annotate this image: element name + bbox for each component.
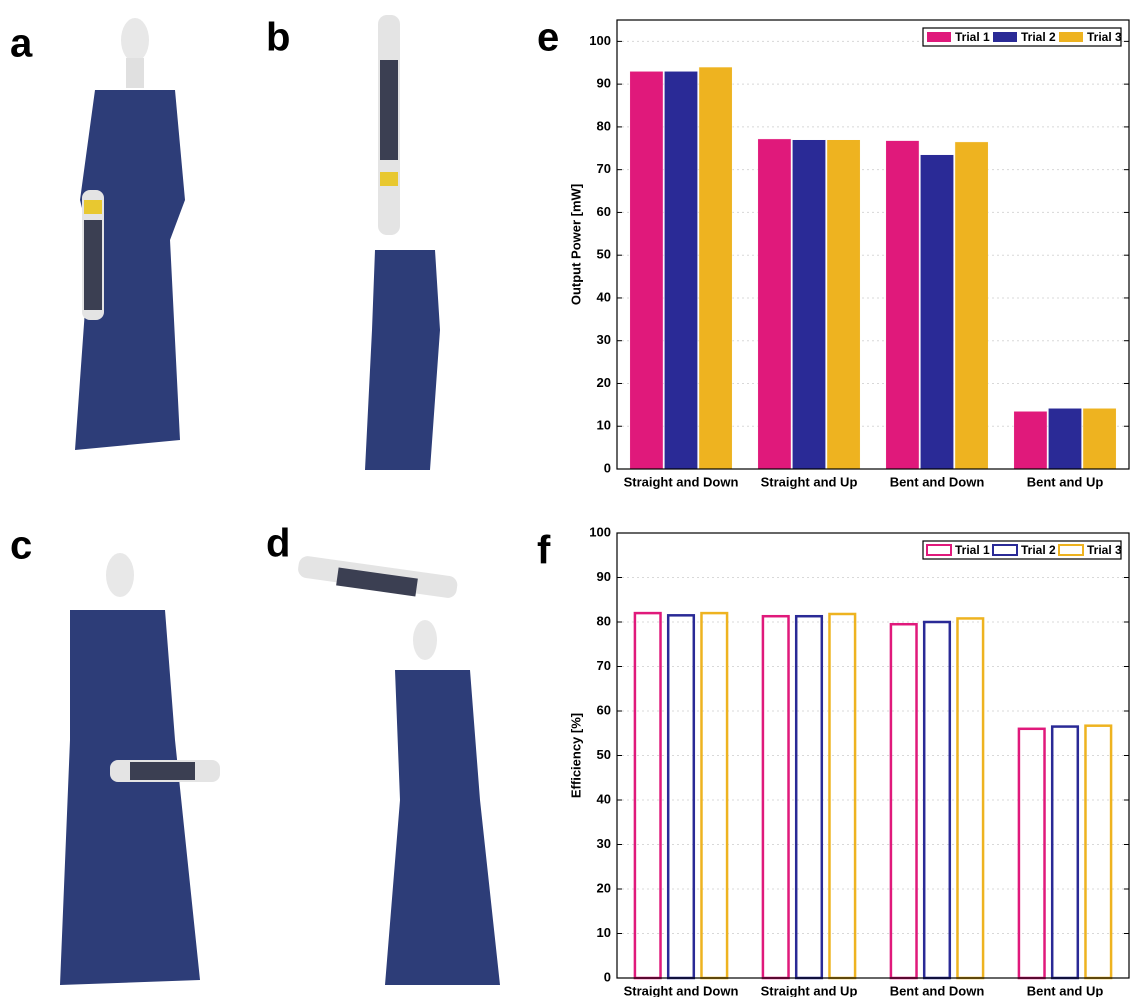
y-tick-label: 20 <box>597 375 611 390</box>
bar <box>698 66 733 470</box>
legend-label: Trial 1 <box>955 543 990 557</box>
y-tick-label: 70 <box>597 161 611 176</box>
photo-b <box>365 15 440 470</box>
bar <box>1084 724 1113 980</box>
legend-label: Trial 2 <box>1021 543 1056 557</box>
legend-swatch <box>1058 544 1084 556</box>
x-tick-label: Straight and Down <box>624 983 739 997</box>
panel-label: c <box>10 524 32 568</box>
legend-label: Trial 3 <box>1087 30 1122 44</box>
x-tick-label: Straight and Up <box>761 983 858 997</box>
y-tick-label: 30 <box>597 836 611 851</box>
bar <box>761 614 790 980</box>
bar <box>1017 727 1046 980</box>
y-tick-label: 0 <box>604 460 611 475</box>
legend-swatch <box>992 544 1018 556</box>
y-tick-label: 60 <box>597 702 611 717</box>
bar <box>666 614 696 980</box>
bar <box>826 139 861 470</box>
bar <box>1013 411 1048 470</box>
panel-label: e <box>537 16 559 60</box>
legend-swatch <box>1059 32 1083 42</box>
y-tick-label: 40 <box>597 791 611 806</box>
y-tick-label: 30 <box>597 332 611 347</box>
bar <box>885 140 920 470</box>
photo-c <box>60 553 220 985</box>
bar <box>1050 725 1080 980</box>
y-tick-label: 0 <box>604 969 611 984</box>
bar <box>1048 408 1082 470</box>
y-tick-label: 50 <box>597 747 611 762</box>
y-tick-label: 90 <box>597 569 611 584</box>
plot-frame <box>616 532 1130 979</box>
bar <box>664 71 698 470</box>
y-tick-label: 90 <box>597 76 611 91</box>
y-axis-label: Output Power [mW] <box>568 184 583 305</box>
x-tick-label: Bent and Up <box>1027 474 1104 489</box>
y-axis-label: Efficiency [%] <box>568 713 583 798</box>
panel-label: b <box>266 16 290 60</box>
panel-label: a <box>10 22 33 66</box>
bar <box>633 611 662 980</box>
legend-swatch <box>927 32 951 42</box>
y-tick-label: 10 <box>597 418 611 433</box>
bar <box>889 622 918 980</box>
x-tick-label: Straight and Up <box>761 474 858 489</box>
panel-label: d <box>266 522 290 566</box>
y-tick-label: 40 <box>597 289 611 304</box>
x-tick-label: Bent and Up <box>1027 983 1104 997</box>
panel-label: f <box>537 529 551 573</box>
y-tick-label: 100 <box>589 33 611 48</box>
bar <box>1082 408 1117 470</box>
legend-label: Trial 3 <box>1087 543 1122 557</box>
y-tick-label: 50 <box>597 247 611 262</box>
x-tick-label: Straight and Down <box>624 474 739 489</box>
x-tick-label: Bent and Down <box>890 474 985 489</box>
y-tick-label: 10 <box>597 925 611 940</box>
legend-label: Trial 2 <box>1021 30 1056 44</box>
y-tick-label: 70 <box>597 658 611 673</box>
legend-label: Trial 1 <box>955 30 990 44</box>
y-tick-label: 100 <box>589 524 611 539</box>
legend-swatch <box>926 544 952 556</box>
legend-swatch <box>993 32 1017 42</box>
bar <box>828 612 857 980</box>
bar <box>757 138 792 470</box>
bar <box>954 141 989 470</box>
plot-frame <box>616 19 1130 470</box>
y-tick-label: 20 <box>597 880 611 895</box>
bar <box>792 139 826 470</box>
photo-d <box>298 556 500 985</box>
bar <box>629 71 664 470</box>
bar <box>700 611 729 980</box>
bar <box>794 614 824 980</box>
bar <box>956 617 985 980</box>
photo-a <box>75 18 185 450</box>
bar <box>920 154 954 470</box>
y-tick-label: 80 <box>597 613 611 628</box>
y-tick-label: 80 <box>597 118 611 133</box>
x-tick-label: Bent and Down <box>890 983 985 997</box>
y-tick-label: 60 <box>597 204 611 219</box>
